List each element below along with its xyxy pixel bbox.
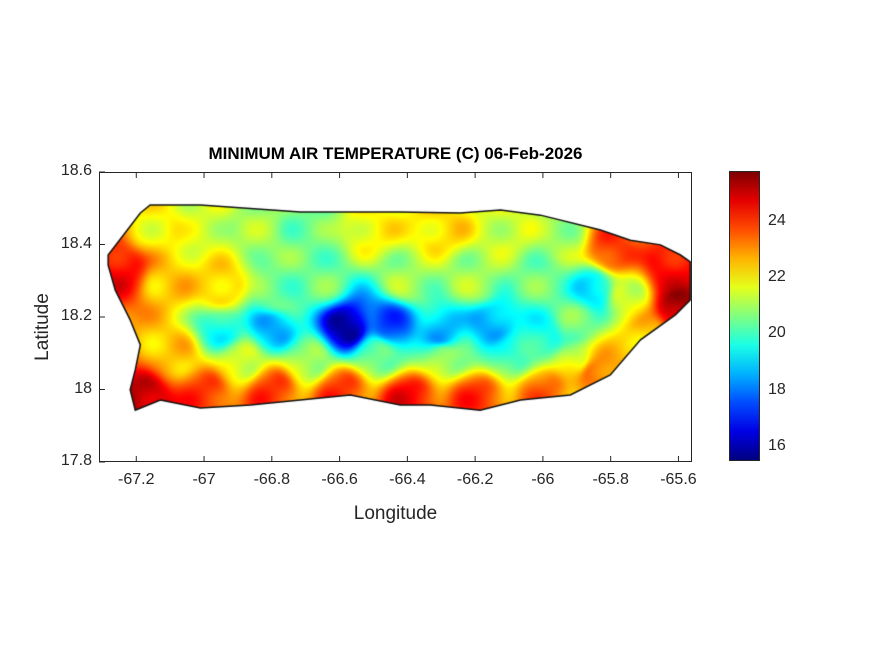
- x-tick-label: -67: [192, 471, 216, 488]
- x-tick-label: -66.8: [253, 471, 291, 488]
- colorbar-tick-label: 24: [768, 211, 786, 229]
- x-tick-label: -65.6: [660, 471, 697, 488]
- colorbar: [729, 171, 760, 461]
- x-tick-label: -66.6: [321, 471, 358, 488]
- y-tick-label: 18: [74, 379, 92, 397]
- y-tick-label: 18.6: [60, 162, 92, 179]
- colorbar-tick-label: 16: [768, 436, 786, 454]
- colorbar-tick-label: 22: [768, 267, 786, 285]
- y-tick-label: 18.4: [60, 234, 92, 252]
- x-tick-label: -66.4: [389, 471, 426, 488]
- y-tick-label: 18.2: [60, 307, 92, 324]
- chart-title: MINIMUM AIR TEMPERATURE (C) 06-Feb-2026: [208, 144, 583, 163]
- temperature-heatmap: [99, 172, 692, 462]
- x-tick-label: -66: [531, 471, 555, 488]
- x-tick-label: -65.8: [592, 471, 629, 488]
- x-axis-label: Longitude: [353, 503, 438, 524]
- colorbar-tick-label: 20: [768, 324, 786, 342]
- x-tick-label: -67.2: [118, 471, 155, 488]
- y-tick-label: 17.8: [60, 452, 92, 469]
- x-tick-label: -66.2: [456, 471, 494, 488]
- colorbar-tick-label: 18: [768, 380, 786, 398]
- y-axis-label: Latitude: [32, 293, 53, 361]
